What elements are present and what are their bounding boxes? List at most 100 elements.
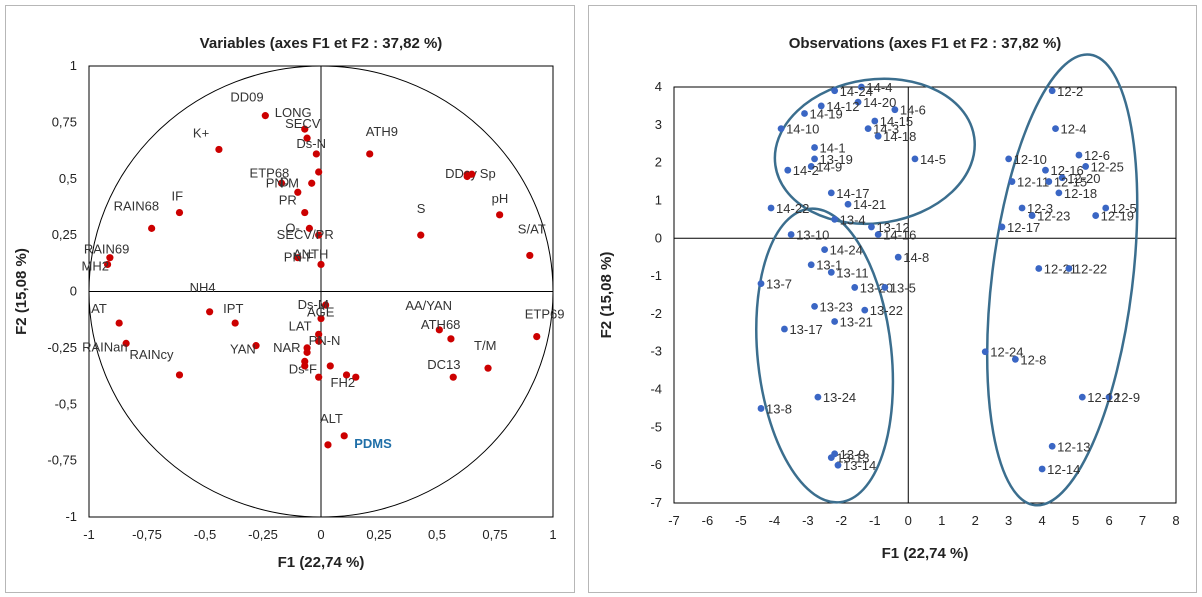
observation-point [831,318,839,325]
variable-point [340,432,348,440]
observation-point [757,280,765,288]
variable-label: LONG [275,105,312,120]
variable-point [315,330,323,338]
observation-label: 14-17 [836,186,869,201]
variable-point [315,168,323,176]
observation-label: 12-2 [1057,84,1083,99]
observation-label: 13-24 [823,390,856,405]
x-tick-label: 0 [905,513,912,528]
variable-label: ETP69 [525,307,565,322]
observation-point [811,155,818,163]
observation-point [801,110,808,117]
observation-label: 14-3 [873,122,899,137]
y-tick-label: 0,75 [52,114,77,129]
variable-point [303,348,311,356]
x-tick-label: 0,25 [366,527,391,542]
y-axis-title: F2 (15,08 %) [13,248,30,335]
observation-label: 12-16 [1050,163,1083,178]
y-tick-label: -7 [650,495,662,510]
observation-point [814,393,822,401]
variable-label: DD09 [230,90,263,105]
observation-point [1008,178,1016,185]
y-tick-label: -0,75 [47,453,77,468]
observation-label: 12-18 [1064,186,1097,201]
variable-point [322,301,330,309]
variable-label: RAINcy [129,347,174,362]
variable-point [308,179,316,187]
x-tick-label: -0,25 [248,527,278,542]
variable-label: K+ [193,125,209,140]
y-tick-label: 4 [655,79,662,94]
variable-point [447,335,455,343]
variable-point [215,145,223,154]
variables-chart-panel: Variables (axes F1 et F2 : 37,82 %) -1 -0,… [5,5,575,593]
observation-point [1018,204,1026,212]
observation-point [1075,151,1083,159]
y-tick-label: -3 [650,344,662,359]
y-tick-label: 1 [70,58,77,73]
observation-point [864,125,872,132]
variable-point [175,371,184,379]
observation-point [861,306,869,314]
variable-label: PDMS [354,436,392,451]
observation-point [777,125,785,132]
observation-label: 13-13 [836,451,869,466]
observation-point [894,253,902,261]
observation-label: 14-5 [920,152,946,167]
x-tick-label: 8 [1172,513,1179,528]
observation-point [1048,442,1056,450]
y-axis-title: F2 (15,08 %) [598,252,615,339]
variable-label: PR [279,193,297,208]
x-tick-label: 0 [317,527,324,542]
observations-chart-panel: Observations (axes F1 et F2 : 37,82 %) -7… [588,5,1197,593]
observation-point [807,261,815,269]
observation-label: 12-14 [1047,462,1080,477]
variable-label: RAINan [82,339,128,354]
variable-point [315,231,323,239]
y-tick-label: 1 [655,192,662,207]
x-axis-title: F1 (22,74 %) [882,545,969,562]
observation-point [1011,355,1019,363]
observation-point [827,454,835,462]
variable-label: Sp [480,166,496,181]
observation-label: 14-8 [903,250,929,265]
observation-point [767,204,775,212]
observation-point [874,132,882,140]
observation-point [881,284,889,291]
x-tick-label: 0,5 [428,527,446,542]
observation-label: 12-22 [1074,262,1107,277]
variable-point [103,260,112,269]
observation-point [1105,393,1113,401]
variable-label: ATH9 [366,124,398,139]
observation-label: 13-1 [816,258,842,273]
observation-point [1092,212,1100,219]
observation-label: 13-4 [840,212,866,227]
observation-point [811,302,818,310]
observation-point [854,98,862,106]
observation-label: 14-24 [830,243,863,258]
variable-point [115,319,123,327]
observation-point [868,223,875,231]
variable-label: pH [492,191,509,206]
observation-label: 14-20 [863,95,896,110]
observation-label: 12-6 [1084,148,1110,163]
variable-label: SECV [285,116,321,131]
observation-label: 14-22 [776,201,809,216]
observation-label: 12-4 [1061,122,1087,137]
observation-label: 13-21 [840,314,873,329]
observation-label: 14-19 [810,106,843,121]
variable-label: S/AT [518,221,546,236]
variable-point [342,371,351,379]
x-tick-label: -6 [702,513,714,528]
variable-point [294,254,302,262]
observation-point [811,144,818,151]
y-tick-label: -1 [65,509,77,524]
x-tick-label: 0,75 [482,527,507,542]
x-tick-label: -0,75 [132,527,162,542]
observation-point [844,200,852,208]
variable-point [449,373,457,381]
observation-point [874,231,882,238]
observation-label: 12-9 [1114,390,1140,405]
variable-point [496,211,504,219]
variable-label: ATH68 [421,317,461,332]
